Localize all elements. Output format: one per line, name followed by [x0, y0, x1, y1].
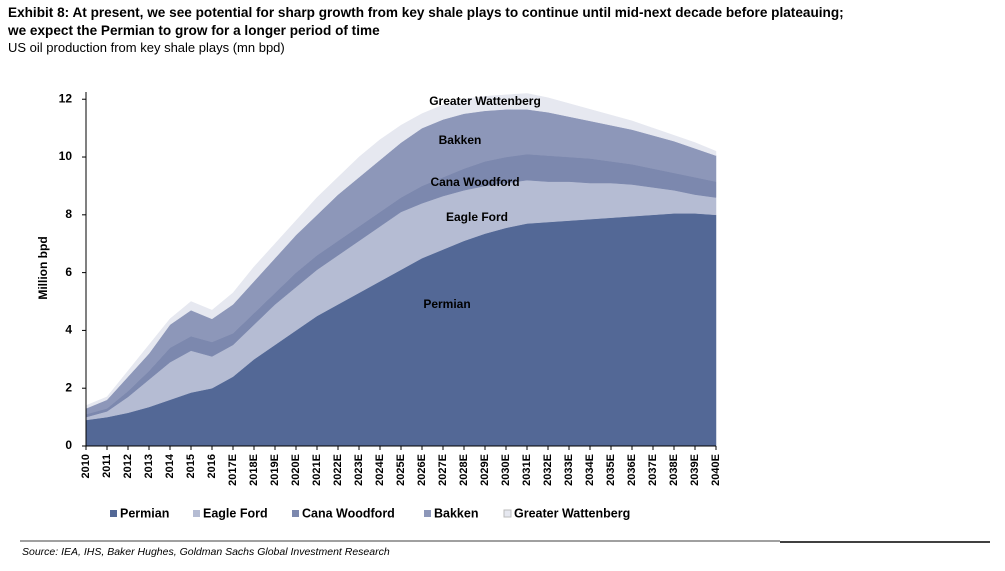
legend-label: Eagle Ford: [203, 506, 268, 520]
legend-label: Greater Wattenberg: [514, 506, 630, 520]
legend-swatch: [193, 510, 200, 517]
x-tick-label: 2016: [206, 454, 218, 478]
x-tick-label: 2025E: [395, 454, 407, 486]
series-label: Cana Woodford: [430, 175, 519, 189]
x-tick-label: 2024E: [374, 454, 386, 486]
legend-swatch: [503, 509, 512, 518]
x-tick-label: 2035E: [605, 454, 617, 486]
legend-swatch: [424, 510, 431, 517]
x-tick-label: 2029E: [479, 454, 491, 486]
x-tick-label: 2027E: [437, 454, 449, 486]
x-tick-label: 2020E: [290, 454, 302, 486]
x-tick-label: 2040E: [710, 454, 722, 486]
x-tick-label: 2034E: [584, 454, 596, 486]
x-tick-label: 2013: [143, 454, 155, 478]
legend-swatch: [110, 510, 117, 517]
x-tick-label: 2026E: [416, 454, 428, 486]
legend-swatch: [292, 510, 299, 517]
x-tick-label: 2030E: [500, 454, 512, 486]
x-tick-label: 2017E: [227, 454, 239, 486]
y-tick-label: 8: [65, 207, 72, 221]
x-tick-label: 2011: [101, 454, 113, 478]
title-line: Exhibit 8: At present, we see potential …: [8, 5, 844, 20]
x-tick-label: 2033E: [563, 454, 575, 486]
area: [85, 93, 717, 409]
x-tick-label: 2012: [122, 454, 134, 478]
series-label: Permian: [423, 297, 470, 311]
legend-label: Cana Woodford: [302, 506, 395, 520]
x-tick-label: 2018E: [248, 454, 260, 486]
legend-label: Permian: [120, 506, 169, 520]
y-tick-label: 2: [65, 380, 72, 394]
x-tick-label: 2022E: [332, 454, 344, 486]
y-tick-label: 12: [59, 91, 73, 105]
x-tick-label: 2037E: [647, 454, 659, 486]
y-tick-label: 0: [65, 438, 72, 452]
header: Exhibit 8: At present, we see potential …: [8, 4, 1003, 56]
x-tick-label: 2039E: [689, 454, 701, 486]
x-tick-label: 2028E: [458, 454, 470, 486]
legend-label: Bakken: [434, 506, 478, 520]
x-tick-label: 2038E: [668, 454, 680, 486]
y-tick-label: 4: [65, 323, 72, 337]
x-tick-label: 2032E: [542, 454, 554, 486]
x-tick-label: 2010: [80, 454, 92, 478]
series-label: Bakken: [439, 133, 482, 147]
subtitle: US oil production from key shale plays (…: [8, 40, 285, 55]
x-tick-label: 2021E: [311, 454, 323, 486]
y-tick-label: 10: [59, 149, 73, 163]
x-tick-label: 2036E: [626, 454, 638, 486]
x-tick-label: 2031E: [521, 454, 533, 486]
x-tick-label: 2023E: [353, 454, 365, 486]
x-tick-label: 2014: [164, 453, 176, 478]
y-axis-label: Million bpd: [36, 236, 50, 299]
source: Source: IEA, IHS, Baker Hughes, Goldman …: [22, 546, 390, 558]
areas: [85, 93, 717, 447]
y-tick-label: 6: [65, 265, 72, 279]
x-tick-label: 2015: [185, 454, 197, 478]
x-tick-label: 2019E: [269, 454, 281, 486]
series-label: Eagle Ford: [446, 210, 508, 224]
series-label: Greater Wattenberg: [429, 94, 541, 108]
title-line: we expect the Permian to grow for a long…: [8, 23, 380, 38]
